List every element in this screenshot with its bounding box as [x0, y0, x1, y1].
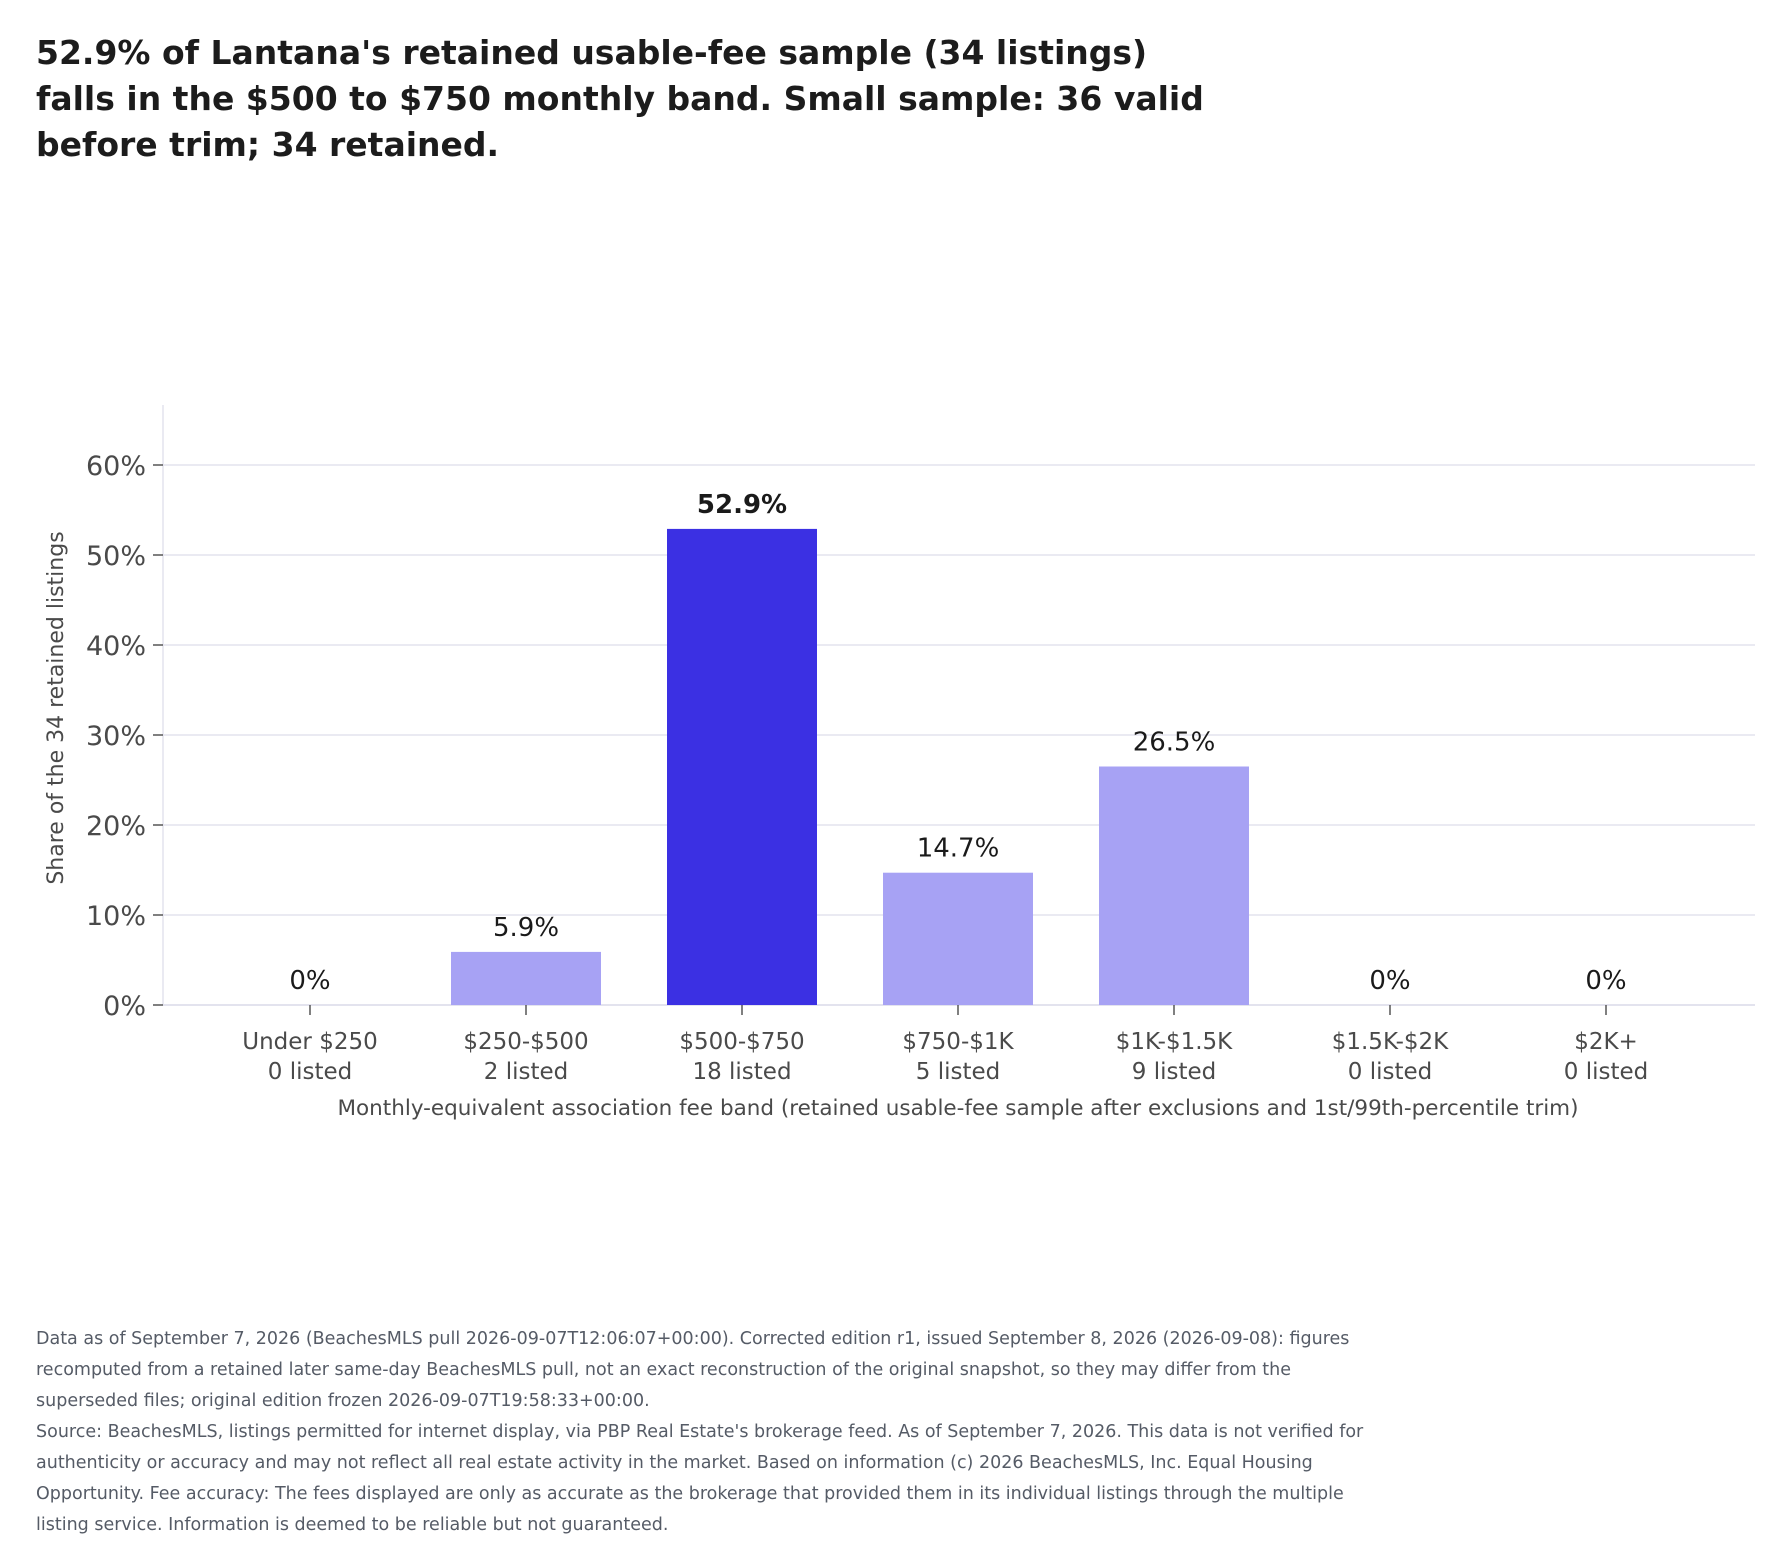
- y-tick-label: 0%: [103, 991, 146, 1022]
- y-tick-label: 20%: [86, 811, 146, 842]
- y-tick-label: 30%: [86, 721, 146, 752]
- bar: [1099, 766, 1249, 1005]
- y-tick-label: 40%: [86, 631, 146, 662]
- x-tick-label: $1.5K-$2K: [1332, 1029, 1449, 1055]
- bar-value-label: 14.7%: [917, 834, 1000, 864]
- y-tick-label: 60%: [86, 451, 146, 482]
- x-tick-count-label: 18 listed: [692, 1059, 791, 1085]
- chart-title: 52.9% of Lantana's retained usable-fee s…: [36, 33, 1204, 164]
- bar-value-label: 52.9%: [697, 490, 787, 520]
- y-tick-label: 10%: [86, 901, 146, 932]
- bars: 0% 5.9% 52.9% 14.7% 26.5% 0% 0%: [289, 490, 1627, 1005]
- x-axis-ticks: Under $250 0 listed $250-$500 2 listed $500-…: [242, 1005, 1648, 1085]
- x-tick-label: $500-$750: [679, 1029, 804, 1055]
- bar-value-label: 0%: [1369, 966, 1410, 996]
- footnote-source-note: Source: BeachesMLS, listings permitted f…: [36, 1422, 1364, 1535]
- footnote-data-note: Data as of September 7, 2026 (BeachesMLS…: [36, 1329, 1350, 1411]
- bar-value-label: 26.5%: [1133, 728, 1216, 758]
- bar-value-label: 0%: [289, 966, 330, 996]
- bar: [667, 528, 817, 1005]
- bar-value-label: 5.9%: [493, 913, 559, 943]
- footnote: Data as of September 7, 2026 (BeachesMLS…: [36, 1324, 1396, 1541]
- x-tick-label: $1K-$1.5K: [1116, 1029, 1233, 1055]
- x-tick-count-label: 9 listed: [1132, 1059, 1216, 1085]
- bar: [451, 951, 601, 1005]
- x-tick-label: $750-$1K: [902, 1029, 1014, 1055]
- x-axis-label: Monthly-equivalent association fee band …: [337, 1096, 1578, 1121]
- y-axis-ticks: 0% 10% 20% 30% 40% 50% 60%: [86, 451, 163, 1022]
- bar: [883, 872, 1033, 1005]
- x-tick-label: $2K+: [1574, 1029, 1638, 1055]
- x-tick-count-label: 0 listed: [1348, 1059, 1432, 1085]
- bar-value-label: 0%: [1585, 966, 1626, 996]
- x-tick-count-label: 0 listed: [1564, 1059, 1648, 1085]
- x-tick-label: Under $250: [242, 1029, 377, 1055]
- bar-chart: 0% 10% 20% 30% 40% 50% 60% 0% 5.9% 52.9% 14.7% 26.…: [44, 405, 1755, 1121]
- x-tick-count-label: 0 listed: [268, 1059, 352, 1085]
- y-tick-label: 50%: [86, 541, 146, 572]
- x-tick-label: $250-$500: [463, 1029, 588, 1055]
- x-tick-count-label: 5 listed: [916, 1059, 1000, 1085]
- y-axis-label: Share of the 34 retained listings: [44, 531, 69, 884]
- x-tick-count-label: 2 listed: [484, 1059, 568, 1085]
